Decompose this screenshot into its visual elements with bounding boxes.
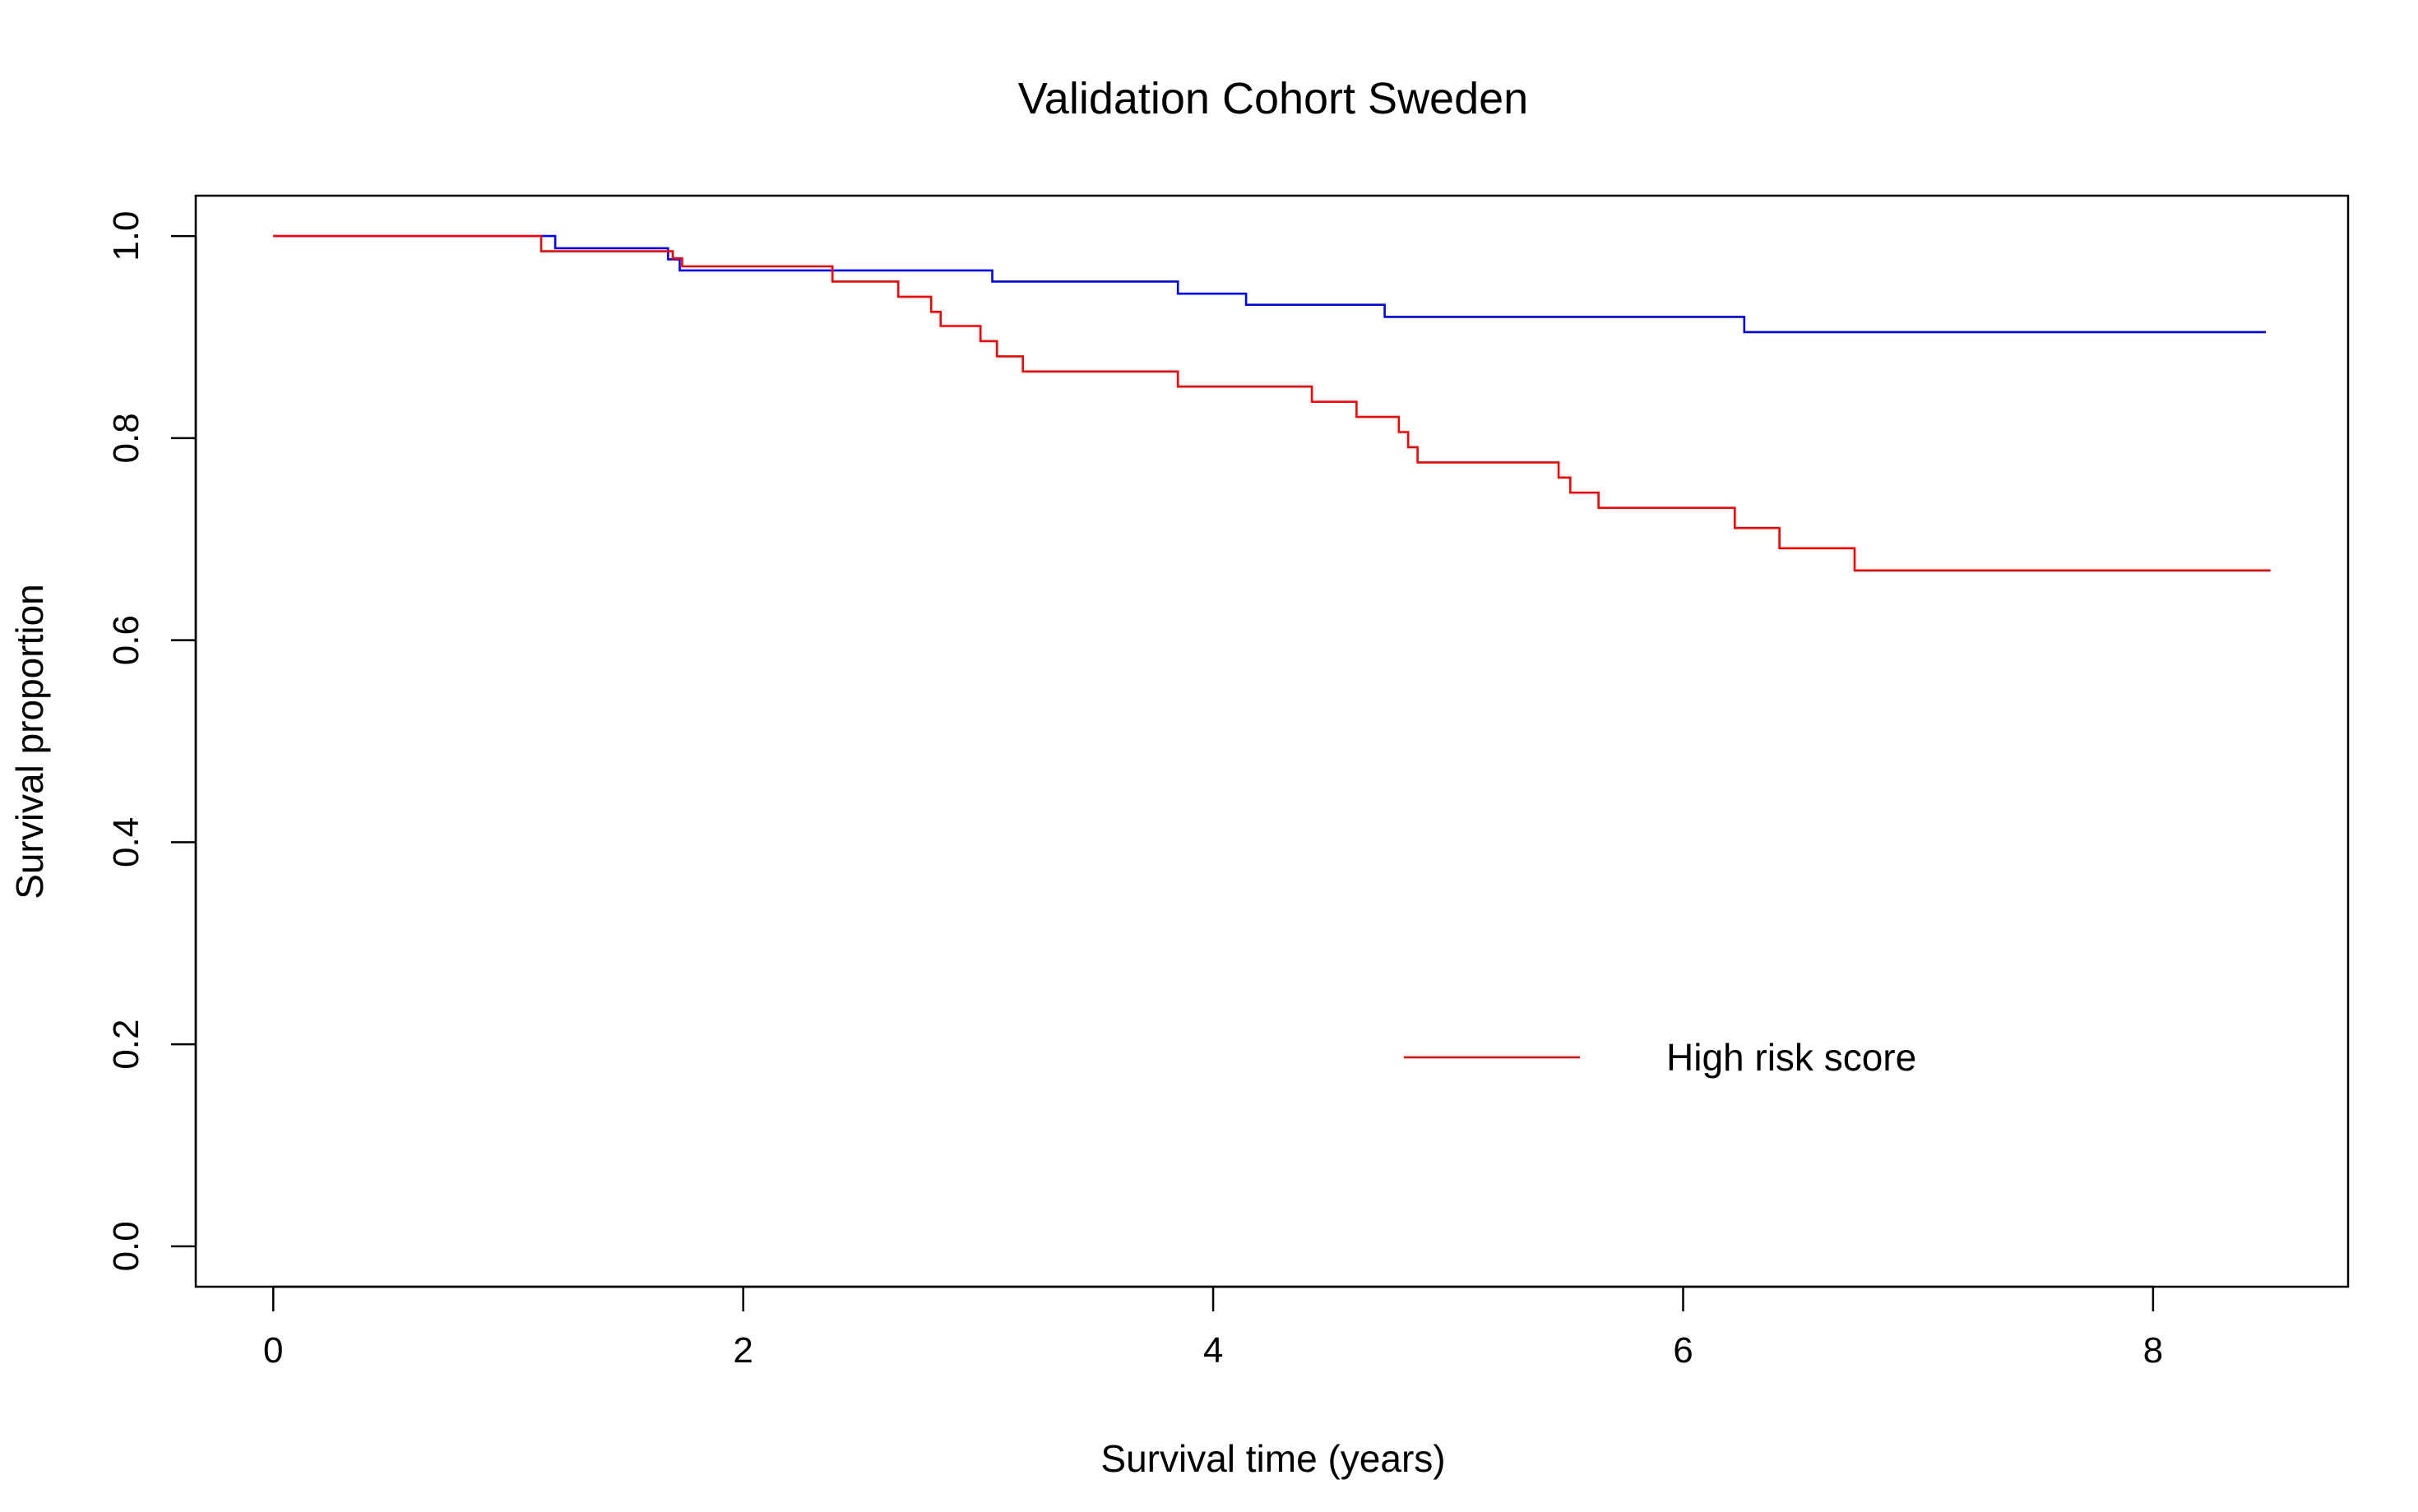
y-tick-label: 0.8 — [106, 413, 146, 463]
y-axis: 0.0 0.2 0.4 0.6 0.8 1.0 — [106, 211, 197, 1271]
y-tick-label: 1.0 — [106, 211, 146, 261]
y-tick-label: 0.6 — [106, 615, 146, 665]
x-tick-label: 2 — [733, 1330, 753, 1371]
y-tick-label: 0.0 — [106, 1221, 146, 1271]
x-axis: 0 2 4 6 8 — [263, 1285, 2163, 1371]
chart-title: Validation Cohort Sweden — [1018, 74, 1528, 123]
x-axis-label: Survival time (years) — [1100, 1437, 1445, 1480]
x-tick-label: 0 — [263, 1330, 283, 1371]
y-tick-label: 0.2 — [106, 1020, 146, 1070]
x-tick-label: 4 — [1203, 1330, 1223, 1371]
x-tick-label: 6 — [1673, 1330, 1693, 1371]
survival-curve-high-risk-score — [273, 234, 2271, 572]
legend: High risk score — [1404, 1036, 1916, 1079]
x-tick-label: 8 — [2143, 1330, 2163, 1371]
y-tick-label: 0.4 — [106, 817, 146, 867]
survival-curve-series-1 — [273, 234, 2266, 334]
legend-label-high-risk-score: High risk score — [1666, 1036, 1916, 1079]
plot-area-frame — [194, 194, 2350, 1288]
series-layer — [273, 234, 2271, 572]
y-axis-label: Survival proportion — [8, 584, 51, 899]
